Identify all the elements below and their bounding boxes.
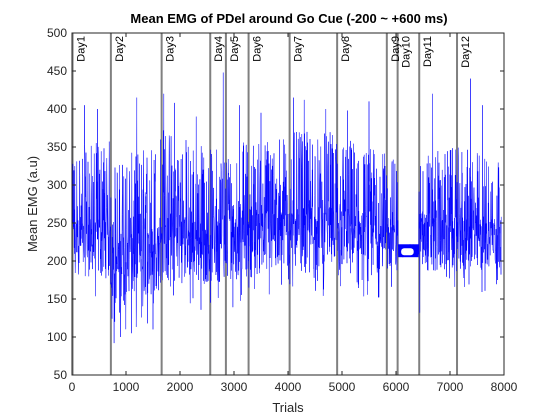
x-tick-label-1: 1000 bbox=[113, 380, 140, 394]
day-label-7: Day7 bbox=[293, 36, 305, 62]
emg-series-line bbox=[71, 72, 502, 344]
x-tick-label-4: 4000 bbox=[275, 380, 302, 394]
y-tick-label-6: 350 bbox=[47, 140, 67, 154]
y-tick-label-9: 500 bbox=[47, 26, 67, 40]
y-tick-label-3: 200 bbox=[47, 254, 67, 268]
y-axis: 50 100 150 200 250 300 350 400 450 500 bbox=[47, 26, 504, 382]
day-label-2: Day2 bbox=[114, 36, 126, 62]
day-label-8: Day8 bbox=[340, 36, 352, 62]
y-tick-label-7: 400 bbox=[47, 102, 67, 116]
day-label-5: Day5 bbox=[229, 36, 241, 62]
series-layer bbox=[71, 72, 502, 344]
day-labels: Day1 Day2 Day3 Day4 Day5 Day6 Day7 Day8 Day9Day1… bbox=[76, 36, 472, 68]
y-tick-label-4: 250 bbox=[47, 216, 67, 230]
y-tick-label-8: 450 bbox=[47, 64, 67, 78]
day-label-6: Day6 bbox=[252, 36, 264, 62]
x-tick-label-5: 5000 bbox=[329, 380, 356, 394]
day-label-11: Day11 bbox=[422, 36, 434, 67]
y-tick-label-5: 300 bbox=[47, 178, 67, 192]
x-tick-label-7: 7000 bbox=[437, 380, 464, 394]
day-label-12: Day12 bbox=[460, 36, 472, 68]
day-label-1: Day1 bbox=[76, 36, 88, 62]
day-label-4: Day4 bbox=[213, 36, 225, 62]
y-tick-label-1: 100 bbox=[47, 330, 67, 344]
x-tick-label-2: 2000 bbox=[167, 380, 194, 394]
chart-title: Mean EMG of PDel around Go Cue (-200 ~ +… bbox=[130, 11, 447, 26]
y-axis-label: Mean EMG (a.u) bbox=[25, 156, 40, 252]
plateau-layer bbox=[398, 244, 419, 258]
emg-plateau-gap bbox=[401, 248, 414, 256]
x-tick-label-8: 8000 bbox=[491, 380, 518, 394]
day-label-3: Day3 bbox=[165, 36, 177, 62]
day-label-10: Day10 bbox=[401, 36, 413, 68]
x-axis: 0 1000 2000 3000 4000 5000 6000 7000 8000 bbox=[69, 33, 518, 394]
x-tick-label-0: 0 bbox=[69, 380, 76, 394]
x-tick-label-6: 6000 bbox=[383, 380, 410, 394]
day-label-9: Day9 bbox=[390, 36, 402, 62]
y-tick-label-2: 150 bbox=[47, 292, 67, 306]
x-tick-label-3: 3000 bbox=[221, 380, 248, 394]
y-tick-label-0: 50 bbox=[54, 368, 68, 382]
x-axis-label: Trials bbox=[272, 400, 304, 415]
